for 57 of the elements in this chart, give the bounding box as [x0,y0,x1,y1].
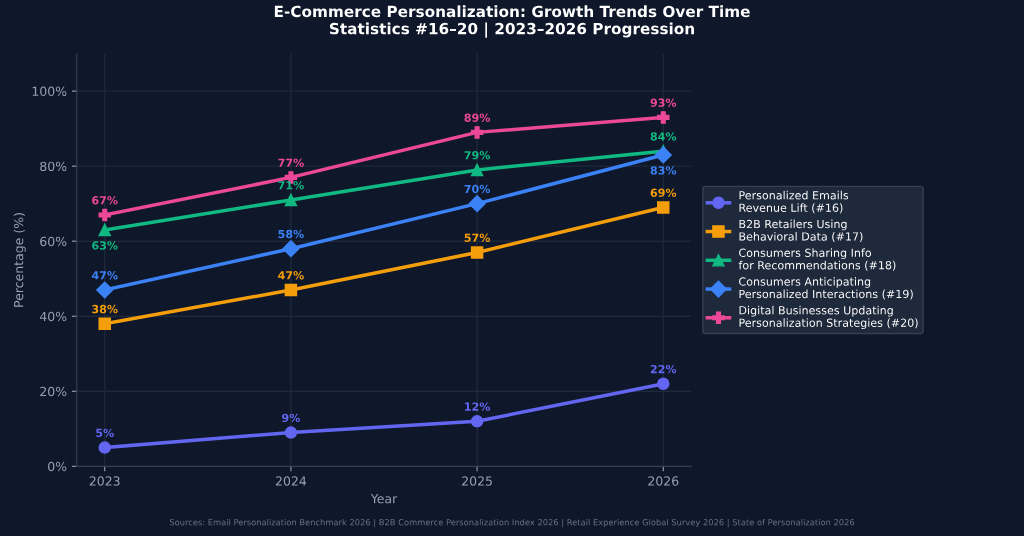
chart-title: E-Commerce Personalization: Growth Trends Over Time Statistics #16–20 | 2023–2026 Progression [274,5,750,38]
data-label: 22% [650,364,677,374]
point [98,223,111,237]
point [470,415,484,428]
data-label: 38% [92,304,118,314]
legend-label: B2B Retailers Using Behavioral Data (#17) [739,219,863,242]
point [98,317,111,330]
y-tick-label: 20% [40,386,67,397]
data-label: 47% [278,271,304,280]
x-tick-label: 2025 [462,476,492,486]
data-label: 9% [282,413,300,423]
y-tick-label: 0% [48,461,67,472]
data-label: 5% [96,428,114,438]
point [470,163,484,177]
data-label: 69% [650,188,677,197]
y-tick-label: 100% [32,86,67,97]
data-label: 70% [464,184,491,194]
point [282,240,300,258]
data-label: 57% [464,233,491,242]
y-tick-label: 60% [40,236,67,247]
data-label: 84% [650,132,677,141]
point [657,377,670,391]
data-label: 71% [278,181,304,190]
data-label: 58% [278,229,304,239]
legend-label: Consumers Sharing Info for Recommendations (#18) [738,248,896,271]
x-tick-label: 2026 [648,476,679,486]
legend-label: Digital Businesses Updating Personalization Strategies (#20) [739,305,918,330]
point [654,146,672,164]
y-tick-label: 40% [39,311,67,322]
x-tick-label: 2024 [275,476,307,486]
x-tick-label: 2023 [89,476,120,486]
point [284,426,298,439]
x-axis-title: Year [370,494,398,504]
point [657,201,670,214]
data-label: 89% [464,113,491,122]
data-label: 67% [92,196,118,205]
point [468,195,486,213]
point [657,111,670,124]
point [284,283,298,297]
legend-label: Consumers Anticipating Personalized Interactions (#19) [739,277,913,300]
data-label: 83% [650,166,677,175]
data-label: 79% [464,151,491,160]
data-label: 93% [650,98,677,107]
point [470,126,484,139]
point [284,193,298,207]
data-label: 63% [92,241,118,250]
y-axis-title: Percentage (%) [13,213,26,307]
y-tick-label: 80% [40,161,67,172]
data-label: 12% [465,402,491,411]
data-label: 77% [278,158,304,167]
source-note: Sources: Email Personalization Benchmark 2026 | B2B Commerce Personalization Index 2026 | Retail Experience Global Survey 2026 | State of Personalization 2026 [169,518,855,528]
point [98,441,111,454]
point [470,246,484,259]
legend-label: Personalized Emails Revenue Lift (#16) [739,190,849,214]
data-label: 47% [91,271,118,280]
point [96,281,114,299]
point [98,208,111,222]
